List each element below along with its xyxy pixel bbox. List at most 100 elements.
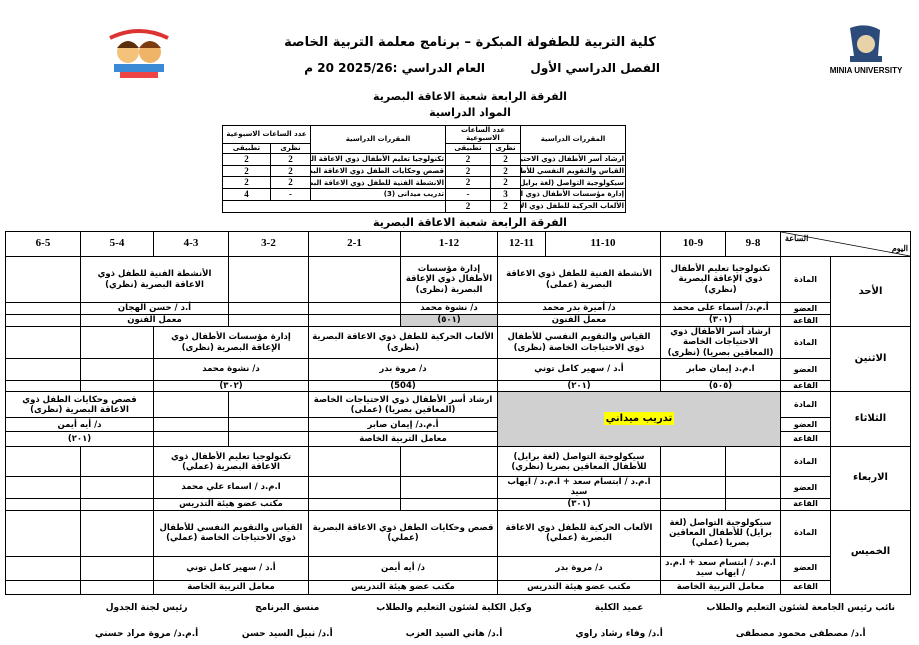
signature-role: نائب رئيس الجامعة لشئون التعليم والطلاب [706, 603, 895, 613]
courses-column-header: المقررات الدراسية [310, 125, 446, 154]
class-subject: الألعاب الحركية للطفل ذوي الاعاقة البصري… [308, 326, 498, 359]
schedule-row-hall: القاعة (٣٠١) مكتب عضو هيئة التدريس [5, 497, 911, 511]
class-subject: إدارة مؤسسات الأطفال ذوي الإعاقة البصرية… [153, 326, 309, 359]
course-row: القياس والتقويم النفسي للأطفال ذوي الاحت… [222, 164, 626, 178]
signature-block: عميد الكلية أ.د/ وفاء رشاد راوي [575, 603, 662, 639]
day-name: الخميس [830, 509, 911, 595]
class-member: أ.م.د/ أسماء على محمد [660, 302, 781, 315]
class-hall: (٥٠١) [400, 314, 498, 327]
schedule-row-hall: القاعة (٥٠٥) (٢٠١) (504) (٣٠٢) [5, 379, 911, 393]
class-hall: معامل التربية الخاصة [308, 431, 498, 448]
course-theory-hours: - [270, 188, 311, 201]
class-member: ا.م.د / ابتسام سعد + ا.م.د / ايهاب سيد [660, 555, 781, 581]
hour-header: 12-11 [497, 231, 546, 257]
hour-header: 2-1 [308, 231, 401, 257]
course-theory-hours: 2 [270, 176, 311, 190]
class-subject: القياس والتقويم النفسي للأطفال ذوي الاحت… [153, 509, 309, 557]
class-hall: (٣٠١) [660, 314, 781, 327]
empty-cell [228, 431, 309, 448]
schedule-title: الفرقة الرابعة شعبة الاعاقة البصرية [373, 216, 567, 229]
schedule-row-subject: الخميس المادة سيكولوجية التواصل (لغة برايل… [5, 509, 911, 595]
class-subject: تكنولوجيا تعليم الأطفال ذوي الاعاقة البص… [153, 446, 309, 478]
course-practical-hours: 2 [222, 152, 271, 166]
class-hall: معامل التربية الخاصة [153, 579, 309, 595]
class-subject: الأنشطة الفنية للطفل ذوي الاعاقة البصرية… [80, 256, 229, 303]
course-name: تدريب ميدانى (3) [310, 188, 446, 201]
schedule-row-hall: القاعة معامل التربية الخاصة مكتب عضو هيئة … [5, 579, 911, 595]
course-theory-hours: 2 [270, 164, 311, 178]
course-theory-hours: 2 [490, 152, 521, 166]
empty-cell [5, 358, 81, 381]
course-theory-hours: 2 [270, 152, 311, 166]
empty-cell [222, 199, 446, 213]
course-name: ارشاد أسر الأطفال ذوي الاحتياجات الخاصة … [520, 152, 626, 166]
class-subject: سيكولوجية التواصل (لغة برايل) للأطفال ال… [497, 446, 661, 478]
class-member: ا.م.د / ابتسام سعد + ا.م.د / ايهاب سيد [497, 476, 661, 499]
course-practical-hours: 2 [445, 199, 491, 213]
schedule-row-hall: القاعة (٣٠١) معمل الفنون (٥٠١) معمل الفنون [5, 314, 911, 327]
row-label-subject: المادة [780, 256, 831, 303]
theory-header: نظرى [490, 142, 521, 154]
empty-cell [5, 476, 81, 499]
signature-block: رئيس لجنة الجدول أ.م.د/ مروة مراد حسني [95, 603, 198, 639]
class-subject: ارشاد أسر الأطفال ذوي الاحتياجات الخاصة … [660, 326, 781, 359]
row-label-hall: القاعة [780, 379, 831, 393]
row-label-subject: المادة [780, 391, 831, 419]
class-subject: قصص وحكايات الطفل ذوي الاعاقة البصرية (ع… [308, 509, 498, 557]
empty-cell [308, 446, 401, 478]
course-practical-hours: 4 [222, 188, 271, 201]
empty-cell [5, 302, 81, 315]
course-theory-hours: 2 [490, 164, 521, 178]
row-label-member: العضو [780, 555, 831, 581]
class-member: ا.م.د إيمان صابر [660, 358, 781, 381]
course-theory-hours: 3 [490, 188, 521, 201]
hour-header: 10-9 [660, 231, 726, 257]
row-label-member: العضو [780, 476, 831, 499]
empty-cell [660, 446, 726, 478]
empty-cell [5, 579, 81, 595]
course-row: ارشاد أسر الأطفال ذوي الاحتياجات الخاصة … [222, 152, 626, 166]
empty-cell [5, 379, 81, 393]
empty-cell [80, 446, 154, 478]
empty-cell [725, 476, 781, 499]
empty-cell [5, 497, 81, 511]
class-member: أ.د / سهير كامل توني [497, 358, 661, 381]
empty-cell [80, 476, 154, 499]
empty-cell [5, 509, 81, 557]
empty-cell [228, 314, 309, 327]
class-hall: (٥٠٥) [660, 379, 781, 393]
class-subject: إدارة مؤسسات الأطفال ذوي الإعاقة البصرية… [400, 256, 498, 303]
signature-block: وكيل الكلية لشئون التعليم والطلاب أ.د/ ها… [376, 603, 531, 639]
empty-cell [400, 497, 498, 511]
theory-header: نظرى [270, 142, 311, 154]
semester: الفصل الدراسي الأول [530, 61, 660, 75]
class-hall: (٢٠١) [497, 379, 661, 393]
course-row: سيكولوجية التواصل (لغة برايل) للأطفال ال… [222, 176, 626, 190]
day-name: الاثنين [830, 325, 911, 393]
signature-block: منسق البرنامج أ.د/ نبيل السيد حسن [242, 603, 333, 639]
empty-cell [228, 417, 309, 433]
course-practical-hours: 2 [222, 164, 271, 178]
signature-role: وكيل الكلية لشئون التعليم والطلاب [376, 603, 532, 613]
empty-cell [5, 314, 81, 327]
empty-cell [80, 509, 154, 557]
row-label-member: العضو [780, 302, 831, 315]
corner-hour-label: الساعة [785, 234, 809, 243]
empty-cell [308, 476, 401, 499]
empty-cell [228, 256, 309, 303]
class-subject: القياس والتقويم النفسي للأطفال ذوي الاحت… [497, 326, 661, 359]
class-hall: معمل الفنون [80, 314, 229, 327]
course-name: قصص وحكايات الطفل ذوي الاعاقة البصرية [310, 164, 446, 178]
row-label-hall: القاعة [780, 579, 831, 595]
empty-cell [153, 391, 229, 419]
empty-cell [228, 302, 309, 315]
hour-header: 1-12 [400, 231, 498, 257]
course-practical-hours: 2 [222, 176, 271, 190]
schedule-row-subject: الاربعاء المادة سيكولوجية التواصل (لغة برا… [5, 446, 911, 511]
hour-header: 6-5 [5, 231, 81, 257]
course-practical-hours: - [445, 188, 491, 201]
empty-cell [80, 326, 154, 359]
signature-name: أ.د/ مصطفى محمود مصطفى [735, 629, 866, 639]
class-hall: (٢٠١) [5, 431, 154, 448]
signature-block: نائب رئيس الجامعة لشئون التعليم والطلاب أ… [706, 603, 895, 639]
